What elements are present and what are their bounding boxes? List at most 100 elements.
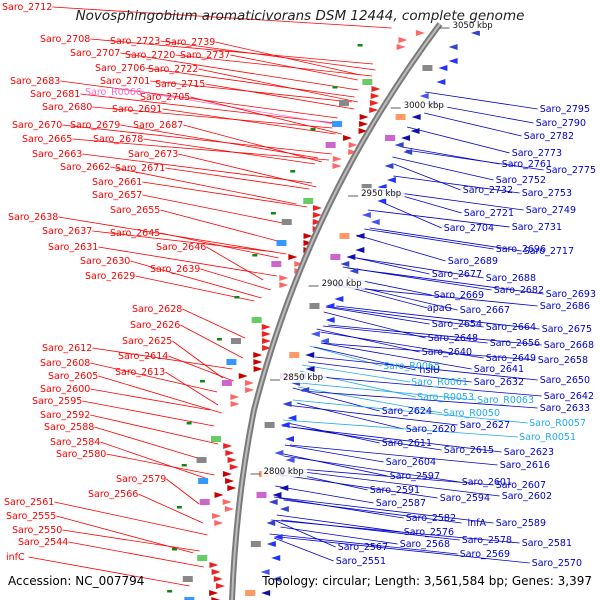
gene-arrow-forward[interactable] bbox=[415, 30, 425, 36]
gene-arrow-forward[interactable] bbox=[238, 373, 248, 379]
gene-label-right[interactable]: Saro_2721 bbox=[464, 208, 514, 219]
gene-arrow-reverse[interactable] bbox=[273, 534, 283, 540]
gene-arrow-forward[interactable] bbox=[209, 562, 219, 568]
gene-arrow-reverse[interactable] bbox=[325, 303, 335, 309]
gene-arrow-forward[interactable] bbox=[222, 499, 232, 505]
gene-label-left[interactable]: Saro_2708 bbox=[40, 34, 90, 45]
gene-label-left[interactable]: Saro_2680 bbox=[42, 102, 92, 113]
gene-label-right[interactable]: hslU bbox=[419, 365, 440, 376]
gene-label-right[interactable]: Saro_2752 bbox=[496, 175, 546, 186]
gene-arrow-forward[interactable] bbox=[279, 275, 289, 281]
gene-label-right[interactable]: Saro_2775 bbox=[546, 165, 596, 176]
gene-label-right[interactable]: Saro_2689 bbox=[448, 256, 498, 267]
gene-arrow-forward[interactable] bbox=[359, 114, 369, 120]
gene-arrow-forward[interactable] bbox=[396, 44, 406, 50]
gene-label-left[interactable]: Saro_2691 bbox=[112, 104, 162, 115]
gene-arrow-forward[interactable] bbox=[209, 590, 219, 596]
gene-label-right[interactable]: Saro_2782 bbox=[524, 131, 574, 142]
gene-label-left[interactable]: Saro_2612 bbox=[42, 343, 92, 354]
gene-arrow-forward[interactable] bbox=[312, 219, 322, 225]
gene-label-left[interactable]: Saro_2715 bbox=[155, 79, 205, 90]
gene-label-right[interactable]: Saro_2761 bbox=[502, 159, 552, 170]
gene-arrow-forward[interactable] bbox=[213, 576, 223, 582]
gene-arrow-reverse[interactable] bbox=[266, 541, 276, 547]
gene-arrow-forward[interactable] bbox=[227, 457, 237, 463]
gene-label-right[interactable]: Saro_2686 bbox=[540, 301, 590, 312]
gene-label-left[interactable]: Saro_2631 bbox=[48, 242, 98, 253]
gene-arrow-forward[interactable] bbox=[343, 135, 353, 141]
gene-label-left[interactable]: Saro_2657 bbox=[92, 190, 142, 201]
gene-arrow-forward[interactable] bbox=[225, 478, 235, 484]
gene-label-right[interactable]: Saro_2693 bbox=[546, 289, 596, 300]
gene-arrow-reverse[interactable] bbox=[386, 177, 396, 183]
gene-arrow-forward[interactable] bbox=[312, 212, 322, 218]
gene-arrow-reverse[interactable] bbox=[261, 590, 271, 596]
gene-label-left[interactable]: infC bbox=[6, 552, 25, 563]
gene-arrow-reverse[interactable] bbox=[419, 93, 429, 99]
gene-label-right[interactable]: Saro_2677 bbox=[432, 269, 482, 280]
gene-label-right[interactable]: Saro_2682 bbox=[494, 285, 544, 296]
gene-arrow-forward[interactable] bbox=[244, 380, 254, 386]
gene-label-right[interactable]: Saro_2717 bbox=[524, 246, 574, 257]
gene-label-right[interactable]: Saro_2578 bbox=[462, 535, 512, 546]
gene-arrow-forward[interactable] bbox=[262, 345, 272, 351]
gene-arrow-forward[interactable] bbox=[245, 387, 255, 393]
gene-arrow-reverse[interactable] bbox=[403, 149, 413, 155]
gene-arrow-forward[interactable] bbox=[261, 324, 271, 330]
gene-label-right[interactable]: Saro_2570 bbox=[532, 558, 582, 569]
gene-arrow-forward[interactable] bbox=[303, 233, 313, 239]
gene-arrow-forward[interactable] bbox=[253, 352, 263, 358]
gene-label-right[interactable]: Saro_R0057 bbox=[529, 418, 586, 429]
gene-label-right[interactable]: Saro_2589 bbox=[496, 518, 546, 529]
gene-label-left[interactable]: Saro_2555 bbox=[6, 511, 56, 522]
gene-arrow-forward[interactable] bbox=[225, 450, 235, 456]
gene-arrow-forward[interactable] bbox=[211, 569, 221, 575]
gene-label-left[interactable]: Saro_2600 bbox=[40, 384, 90, 395]
gene-label-right[interactable]: Saro_2576 bbox=[404, 527, 454, 538]
gene-label-left[interactable]: Saro_2678 bbox=[93, 134, 143, 145]
gene-label-right[interactable]: Saro_2648 bbox=[428, 333, 478, 344]
gene-arrow-reverse[interactable] bbox=[436, 79, 446, 85]
gene-label-left[interactable]: Saro_2637 bbox=[42, 226, 92, 237]
gene-label-right[interactable]: Saro_2623 bbox=[504, 447, 554, 458]
gene-arrow-forward[interactable] bbox=[211, 597, 221, 600]
gene-label-left[interactable]: Saro_2646 bbox=[156, 242, 206, 253]
gene-arrow-forward[interactable] bbox=[303, 240, 313, 246]
gene-label-left[interactable]: Saro_2662 bbox=[60, 162, 110, 173]
gene-arrow-forward[interactable] bbox=[214, 520, 224, 526]
gene-label-right[interactable]: Saro_2581 bbox=[522, 538, 572, 549]
gene-label-right[interactable]: Saro_R0063 bbox=[477, 395, 534, 406]
gene-label-left[interactable]: Saro_2712 bbox=[2, 2, 52, 13]
gene-label-right[interactable]: Saro_2654 bbox=[432, 319, 482, 330]
gene-arrow-reverse[interactable] bbox=[384, 163, 394, 169]
gene-label-right[interactable]: Saro_2704 bbox=[444, 223, 494, 234]
gene-label-left[interactable]: Saro_2723 bbox=[110, 36, 160, 47]
gene-arrow-forward[interactable] bbox=[230, 394, 240, 400]
gene-arrow-forward[interactable] bbox=[369, 107, 379, 113]
gene-arrow-forward[interactable] bbox=[212, 513, 222, 519]
gene-label-right[interactable]: Saro_2642 bbox=[544, 391, 594, 402]
gene-label-right[interactable]: Saro_2790 bbox=[536, 118, 586, 129]
gene-arrow-forward[interactable] bbox=[215, 583, 225, 589]
gene-arrow-forward[interactable] bbox=[253, 359, 263, 365]
gene-label-left[interactable]: Saro_2639 bbox=[150, 264, 200, 275]
gene-arrow-forward[interactable] bbox=[224, 506, 234, 512]
gene-label-left[interactable]: Saro_2595 bbox=[32, 396, 82, 407]
gene-label-right[interactable]: Saro_2551 bbox=[336, 556, 386, 567]
gene-label-right[interactable]: Saro_2568 bbox=[400, 539, 450, 550]
gene-label-right[interactable]: Saro_2649 bbox=[486, 353, 536, 364]
gene-label-left[interactable]: Saro_2588 bbox=[44, 422, 94, 433]
gene-arrow-reverse[interactable] bbox=[280, 422, 290, 428]
gene-label-right[interactable]: Saro_2620 bbox=[406, 424, 456, 435]
gene-arrow-reverse[interactable] bbox=[340, 261, 350, 267]
gene-label-left[interactable]: Saro_2645 bbox=[110, 228, 160, 239]
gene-arrow-reverse[interactable] bbox=[319, 338, 329, 344]
gene-arrow-reverse[interactable] bbox=[272, 492, 282, 498]
gene-arrow-reverse[interactable] bbox=[300, 387, 310, 393]
gene-arrow-reverse[interactable] bbox=[271, 555, 281, 561]
gene-label-left[interactable]: Saro_2638 bbox=[8, 212, 58, 223]
gene-label-left[interactable]: Saro_2665 bbox=[22, 134, 72, 145]
gene-label-left[interactable]: Saro_R0066 bbox=[85, 87, 142, 98]
gene-arrow-forward[interactable] bbox=[294, 261, 304, 267]
gene-label-right[interactable]: Saro_2601 bbox=[462, 477, 512, 488]
